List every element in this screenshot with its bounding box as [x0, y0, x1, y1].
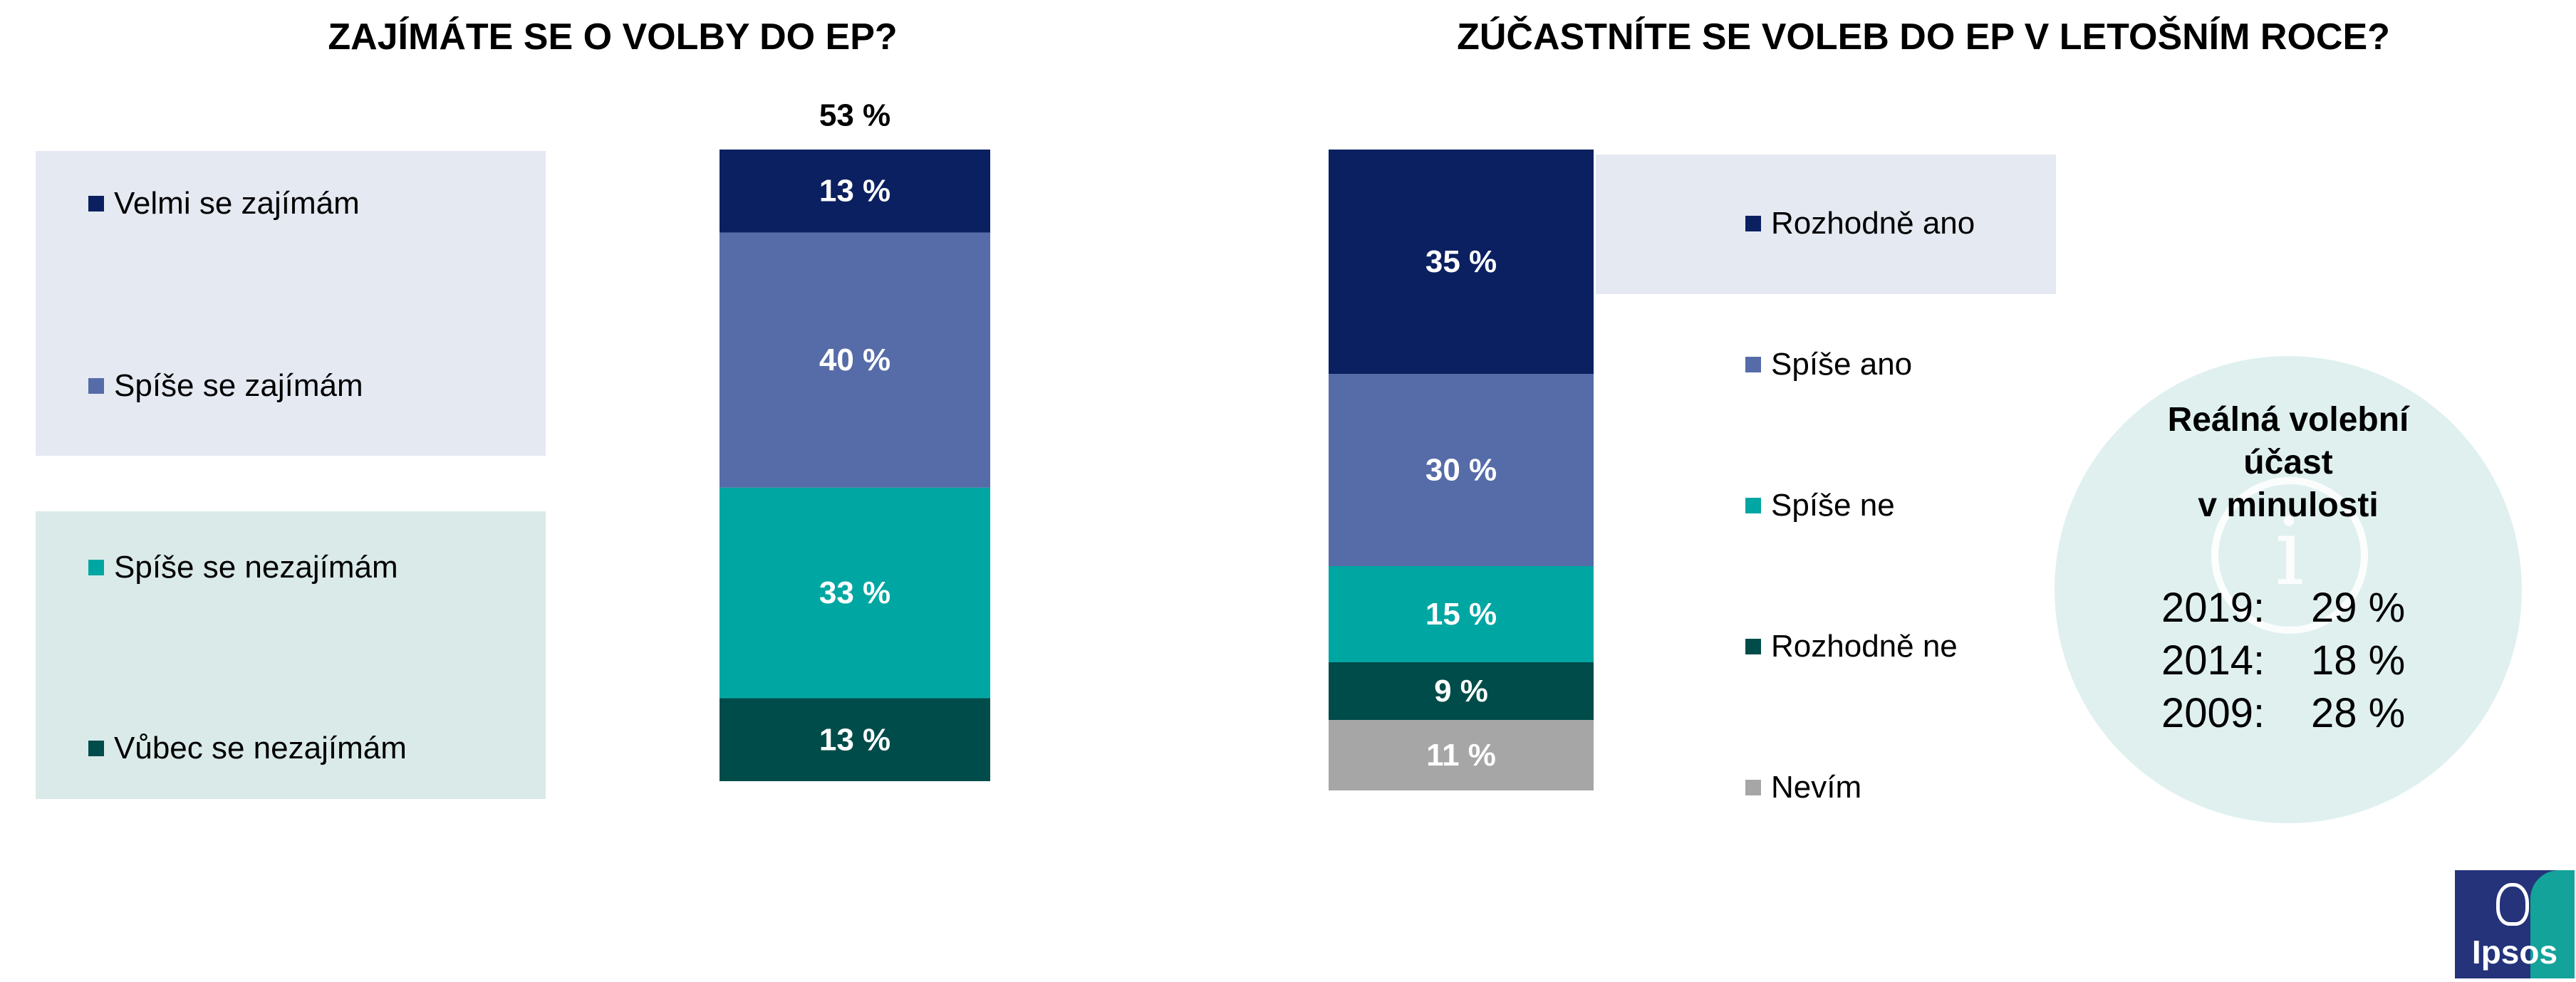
legend-swatch	[1745, 216, 1761, 231]
turnout-year: 2009:	[2161, 690, 2265, 736]
legend-swatch	[88, 196, 104, 211]
legend-panel-definitely-yes	[1596, 155, 2056, 294]
legend-item-vubec-se-nezajimam: Vůbec se nezajímám	[88, 727, 407, 770]
legend-swatch	[88, 560, 104, 575]
legend-item-rozhodne-ano: Rozhodně ano	[1745, 202, 1975, 245]
legend-swatch	[1745, 639, 1761, 654]
right-chart-title: ZÚČASTNÍTE SE VOLEB DO EP V LETOŠNÍM ROC…	[1457, 16, 2390, 58]
legend-label: Rozhodně ano	[1771, 206, 1975, 241]
legend-label: Nevím	[1771, 770, 1862, 805]
legend-item-spise-se-nezajimam: Spíše se nezajímám	[88, 546, 398, 589]
bar-data-label: 33 %	[819, 575, 890, 610]
legend-item-rozhodne-ne: Rozhodně ne	[1745, 625, 1958, 668]
bar-data-label: 30 %	[1425, 453, 1497, 488]
legend-item-velmi-se-zajimam: Velmi se zajímám	[88, 182, 360, 225]
legend-item-nevim: Nevím	[1745, 766, 1861, 809]
logo-text: Ipsos	[2471, 934, 2558, 971]
bar-segment-1-0	[1329, 150, 1594, 374]
bar-segment-0-1	[720, 232, 990, 488]
legend-label: Vůbec se nezajímám	[114, 731, 407, 766]
bar-data-label: 40 %	[819, 343, 890, 377]
turnout-value: 28 %	[2311, 690, 2406, 736]
legend-swatch	[1745, 780, 1761, 795]
turnout-year: 2014:	[2161, 637, 2265, 684]
bar-data-label: 15 %	[1425, 597, 1497, 632]
legend-label: Rozhodně ne	[1771, 629, 1958, 664]
legend-item-spise-ne: Spíše ne	[1745, 484, 1895, 527]
bar-data-label: 11 %	[1426, 738, 1496, 773]
legend-swatch	[88, 378, 104, 394]
turnout-heading-line: Reálná volební	[2167, 401, 2409, 439]
legend-label: Spíše se zajímám	[114, 368, 363, 403]
bar-data-label: 13 %	[819, 174, 890, 209]
bar-segment-1-2	[1329, 566, 1594, 662]
legend-item-spise-se-zajimam: Spíše se zajímám	[88, 365, 363, 407]
logo-head-icon	[2496, 883, 2529, 926]
turnout-value: 29 %	[2311, 585, 2406, 631]
turnout-year: 2019:	[2161, 585, 2265, 631]
legend-swatch	[1745, 357, 1761, 372]
turnout-heading-line: v minulosti	[2198, 486, 2379, 524]
bar-segment-1-4	[1329, 720, 1594, 790]
turnout-row-2014: 2014: 18 %	[2161, 637, 2405, 684]
bar-segment-0-2	[720, 487, 990, 699]
turnout-heading-line: účast	[2243, 444, 2333, 481]
historical-turnout-box: i Reálná volební účast v minulosti 2019:…	[2055, 356, 2522, 823]
bar-segment-1-1	[1329, 374, 1594, 566]
logo-accent	[2530, 870, 2575, 978]
bar-segment-0-0	[720, 150, 990, 233]
legend-item-spise-ano: Spíše ano	[1745, 343, 1912, 386]
legend-swatch	[1745, 498, 1761, 513]
bar-data-label: 35 %	[1425, 244, 1497, 279]
legend-panel-not-interested	[36, 511, 546, 799]
info-watermark-icon: i	[2211, 477, 2368, 634]
legend-label: Spíše ne	[1771, 488, 1895, 523]
bar-data-label: 9 %	[1434, 674, 1488, 709]
legend-label: Velmi se zajímám	[114, 186, 360, 221]
turnout-heading: Reálná volební účast v minulosti	[2055, 399, 2522, 527]
bar-total-label: 53 %	[819, 98, 890, 133]
bar-segment-0-3	[720, 698, 990, 781]
legend-swatch	[88, 741, 104, 756]
turnout-row-2019: 2019: 29 %	[2161, 584, 2405, 632]
ipsos-logo: Ipsos	[2455, 870, 2575, 978]
bar-segment-1-3	[1329, 662, 1594, 720]
legend-label: Spíše se nezajímám	[114, 550, 398, 585]
left-chart-title: ZAJÍMÁTE SE O VOLBY DO EP?	[328, 16, 898, 58]
legend-label: Spíše ano	[1771, 347, 1913, 382]
turnout-value: 18 %	[2311, 637, 2406, 684]
turnout-row-2009: 2009: 28 %	[2161, 689, 2405, 737]
legend-panel-interested	[36, 151, 546, 456]
bar-data-label: 13 %	[819, 722, 890, 757]
